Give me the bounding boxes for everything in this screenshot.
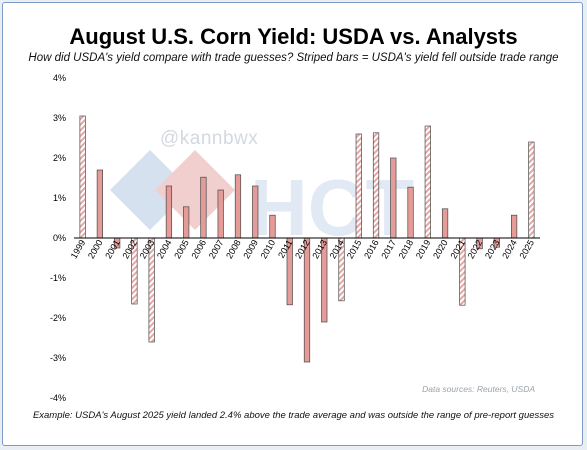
bar-1999 xyxy=(79,115,86,239)
y-tick-label: 1% xyxy=(53,193,66,203)
y-tick-label: -2% xyxy=(50,313,66,323)
bar-2025 xyxy=(528,141,535,239)
bar-2004 xyxy=(165,185,173,239)
y-tick-label: -1% xyxy=(50,273,66,283)
x-tick-label: 2025 xyxy=(517,238,536,260)
x-tick-label: 2005 xyxy=(172,238,191,260)
bar-2007 xyxy=(217,189,224,239)
y-axis: 4% 3% 2% 1% 0% -1% -2% -3% -4% xyxy=(50,73,66,403)
y-tick-label: 2% xyxy=(53,153,66,163)
y-tick-label: 4% xyxy=(53,73,66,83)
y-tick-label: -4% xyxy=(50,393,66,403)
bar-2012 xyxy=(303,237,311,363)
x-tick-label: 1999 xyxy=(69,238,88,260)
bar-2024 xyxy=(511,214,518,239)
chart-subtitle: How did USDA's yield compare with trade … xyxy=(28,52,559,64)
x-axis-labels: 1999200020012002200320042005200620072008… xyxy=(69,238,536,260)
x-tick-label: 2004 xyxy=(155,238,174,260)
x-tick-label: 2020 xyxy=(431,238,450,260)
y-tick-label: -3% xyxy=(50,353,66,363)
watermark-logo: HCT xyxy=(110,150,415,252)
x-tick-label: 2006 xyxy=(190,238,209,260)
bar-2006 xyxy=(200,176,207,239)
x-tick-label: 2019 xyxy=(414,238,433,260)
watermark-handle: @kannbwx xyxy=(160,128,259,149)
x-tick-label: 2000 xyxy=(86,238,105,260)
watermark-diamond-right xyxy=(155,150,235,230)
y-tick-label: 0% xyxy=(53,233,66,243)
bar-2005 xyxy=(183,206,190,239)
bar-2017 xyxy=(390,157,397,239)
y-tick-label: 3% xyxy=(53,113,66,123)
bar-2020 xyxy=(441,208,449,239)
bar-2009 xyxy=(252,185,259,239)
bar-2018 xyxy=(407,186,414,239)
bar-2015 xyxy=(355,133,362,239)
watermark-logo-text: HCT xyxy=(250,163,415,252)
data-source: Data sources: Reuters, USDA xyxy=(422,384,535,394)
x-tick-label: 2008 xyxy=(224,238,243,260)
x-tick-label: 2007 xyxy=(207,238,226,260)
bar-2019 xyxy=(424,125,431,239)
bar-2008 xyxy=(234,174,242,239)
chart-footnote: Example: USDA's August 2025 yield landed… xyxy=(32,410,555,421)
bar-2010 xyxy=(269,214,276,239)
x-tick-label: 2024 xyxy=(500,238,519,260)
bar-2000 xyxy=(96,169,103,239)
chart-title: August U.S. Corn Yield: USDA vs. Analyst… xyxy=(69,24,518,49)
bar-2016 xyxy=(372,132,380,239)
